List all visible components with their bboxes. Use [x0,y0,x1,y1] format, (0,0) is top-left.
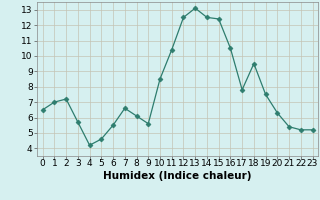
X-axis label: Humidex (Indice chaleur): Humidex (Indice chaleur) [103,171,252,181]
